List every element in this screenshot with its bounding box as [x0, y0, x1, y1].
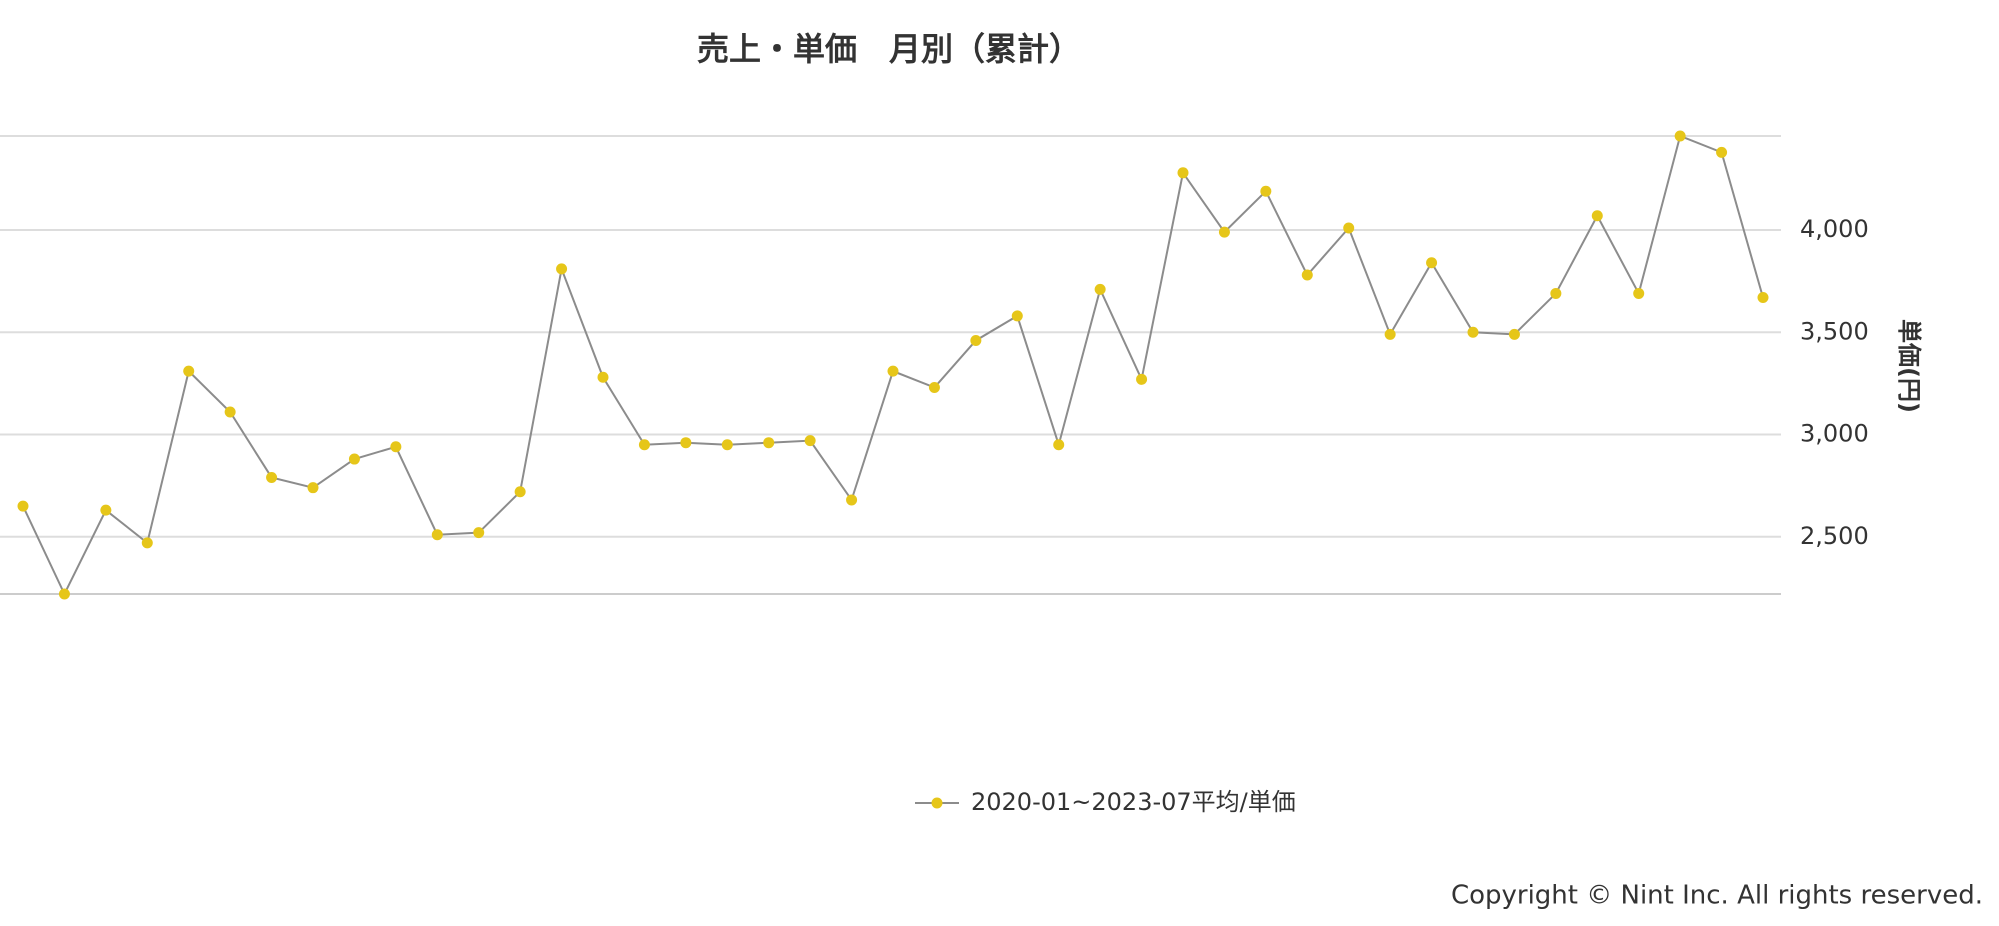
y-tick-label: 3,500	[1800, 317, 1869, 345]
point	[970, 334, 982, 346]
y-tick-label: 3,000	[1800, 420, 1869, 448]
y-tick-label: 4,000	[1800, 215, 1869, 243]
series-line	[22, 134, 1764, 597]
point	[58, 588, 70, 600]
point	[1053, 439, 1065, 451]
point	[638, 439, 650, 451]
legend-marker	[931, 797, 943, 809]
point	[1633, 287, 1645, 299]
point	[473, 527, 485, 539]
point	[928, 381, 940, 393]
point	[597, 371, 609, 383]
y-axis-title: 単価(円)	[1895, 319, 1923, 413]
point	[846, 494, 858, 506]
point	[1508, 328, 1520, 340]
point	[266, 471, 278, 483]
point	[1674, 130, 1686, 142]
point	[680, 437, 692, 449]
point	[1384, 328, 1396, 340]
point	[390, 441, 402, 453]
point	[1550, 287, 1562, 299]
point	[887, 365, 899, 377]
point	[348, 453, 360, 465]
point	[183, 365, 195, 377]
point	[1467, 326, 1479, 338]
point	[1426, 257, 1438, 269]
point	[307, 482, 319, 494]
copyright: Copyright © Nint Inc. All rights reserve…	[1451, 881, 1983, 911]
point	[431, 529, 443, 541]
point	[1716, 146, 1728, 158]
point	[17, 500, 29, 512]
point	[556, 263, 568, 275]
point	[224, 406, 236, 418]
legend-label: 2020-01~2023-07平均/単価	[971, 788, 1296, 816]
point	[763, 437, 775, 449]
point	[1136, 373, 1148, 385]
point	[141, 537, 153, 549]
point	[1011, 310, 1023, 322]
point	[721, 439, 733, 451]
point	[1218, 226, 1230, 238]
point	[1591, 210, 1603, 222]
point	[804, 435, 816, 447]
point	[1260, 185, 1272, 197]
point	[1094, 283, 1106, 295]
point	[514, 486, 526, 498]
chart-title: 売上・単価 月別（累計）	[697, 30, 1081, 68]
point	[100, 504, 112, 516]
point	[1757, 292, 1769, 304]
point	[1177, 167, 1189, 179]
y-tick-label: 2,500	[1800, 522, 1869, 550]
point	[1343, 222, 1355, 234]
point	[1301, 269, 1313, 281]
